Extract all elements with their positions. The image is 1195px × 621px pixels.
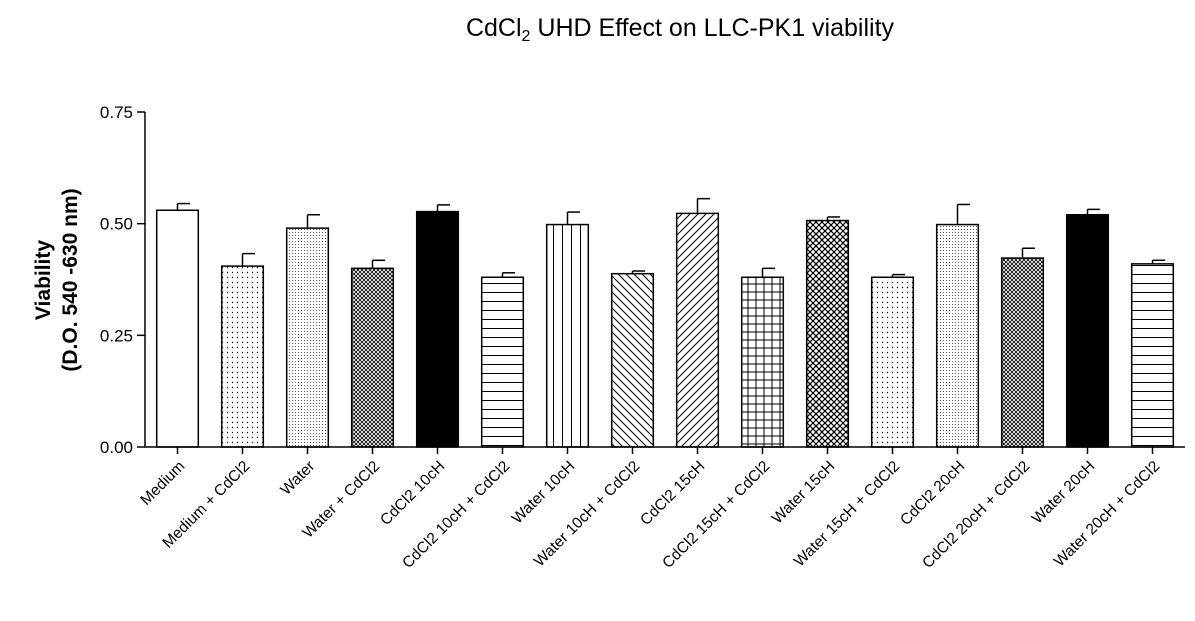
x-tick-label: Water 10cH	[509, 458, 578, 527]
bar	[1065, 213, 1110, 448]
bar	[155, 209, 200, 448]
bar	[675, 212, 720, 448]
bar	[740, 276, 785, 448]
bars	[155, 197, 1175, 448]
x-tick-label: CdCl2 10cH	[377, 458, 448, 529]
x-tick-label: Water 15cH + CdCl2	[791, 458, 903, 570]
bar	[480, 276, 525, 448]
y-axis-label-line1: Viability	[32, 240, 55, 320]
y-axis-label-line2: (D.O. 540 -630 nm)	[59, 188, 82, 371]
y-tick-label: 0.00	[100, 438, 133, 457]
x-tick-label: CdCl2 20cH	[897, 458, 968, 529]
x-tick-label: Water 15cH	[769, 458, 838, 527]
bar	[350, 267, 395, 448]
y-axis: 0.00 0.25 0.50 0.75	[100, 103, 146, 457]
x-tick-label: CdCl2 15cH + CdCl2	[659, 458, 773, 572]
x-tick-label: CdCl2 15cH	[637, 458, 708, 529]
x-tick-label: Water	[277, 458, 318, 499]
bar	[415, 210, 460, 448]
x-tick-label: CdCl2 20cH + CdCl2	[919, 458, 1033, 572]
x-tick-label: Water 20cH + CdCl2	[1051, 458, 1163, 570]
y-tick-label: 0.25	[100, 326, 133, 345]
x-tick-label: CdCl2 10cH + CdCl2	[399, 458, 513, 572]
bar	[220, 265, 265, 448]
bar	[610, 272, 655, 448]
y-axis-label: Viability (D.O. 540 -630 nm)	[32, 188, 82, 371]
x-tick-label: Water 10cH + CdCl2	[531, 458, 643, 570]
y-tick-label: 0.75	[100, 103, 133, 122]
chart-title: CdCl2 UHD Effect on LLC-PK1 viability	[465, 14, 895, 45]
bar	[1000, 257, 1045, 448]
bar	[1130, 263, 1175, 448]
bar	[805, 219, 850, 448]
x-tick-label: Water 20cH	[1029, 458, 1098, 527]
y-tick-label: 0.50	[100, 215, 133, 234]
x-tick-label: Medium	[137, 458, 188, 509]
bar	[870, 276, 915, 448]
bar	[285, 227, 330, 448]
bar	[935, 223, 980, 448]
bar	[545, 223, 590, 448]
